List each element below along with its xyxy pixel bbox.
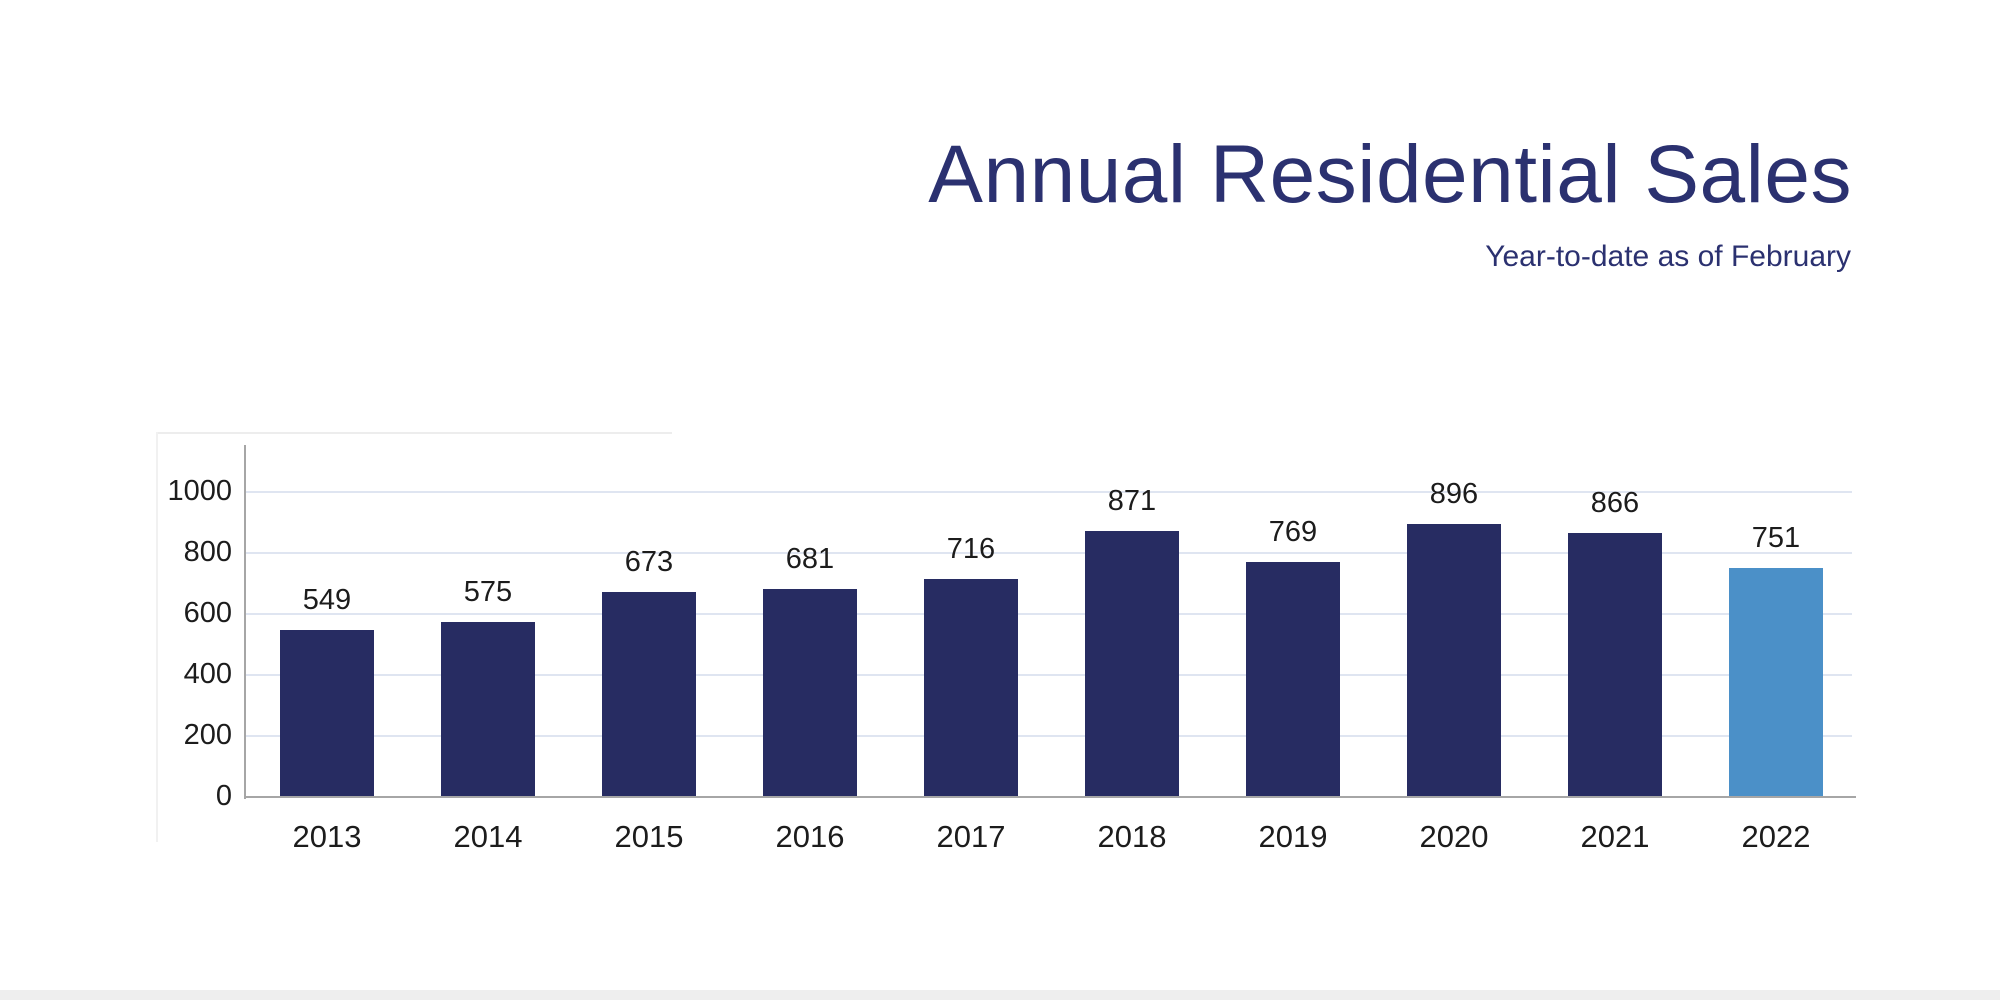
bar-2017 [924,579,1018,797]
bar-value-2017: 716 [946,533,996,565]
gridline-600 [246,613,1852,615]
gridline-200 [246,735,1852,737]
bar-value-2019: 769 [1268,516,1318,548]
bar-2019 [1246,562,1340,797]
bar-value-2020: 896 [1429,478,1479,510]
bar-value-2015: 673 [624,546,674,578]
x-axis-label-2021: 2021 [1580,819,1650,854]
bar-2016 [763,589,857,797]
x-axis-label-2020: 2020 [1419,819,1489,854]
bar-value-2013: 549 [302,584,352,616]
bar-2022 [1729,568,1823,797]
bar-value-2022: 751 [1751,522,1801,554]
bar-2020 [1407,524,1501,797]
bar-2014 [441,622,535,797]
x-axis-label-2016: 2016 [775,819,845,854]
gridline-800 [246,552,1852,554]
bar-2013 [280,630,374,797]
y-axis-tick-800: 800 [183,536,232,568]
bar-2021 [1568,533,1662,797]
y-axis-tick-0: 0 [215,780,232,812]
y-axis-tick-1000: 1000 [167,475,232,507]
bar-2018 [1085,531,1179,797]
x-axis-label-2015: 2015 [614,819,684,854]
card-edge-top [156,432,672,434]
bottom-strip [0,990,2000,1000]
bar-value-2014: 575 [463,576,513,608]
bar-value-2021: 866 [1590,487,1640,519]
card-edge-left [156,432,158,842]
y-axis-tick-600: 600 [183,597,232,629]
y-axis-line [244,445,246,799]
gridline-400 [246,674,1852,676]
bar-value-2016: 681 [785,543,835,575]
chart-title: Annual Residential Sales [928,129,1852,220]
gridline-1000 [246,491,1852,493]
x-axis-label-2013: 2013 [292,819,362,854]
x-axis-label-2017: 2017 [936,819,1006,854]
y-axis-tick-400: 400 [183,658,232,690]
bar-2015 [602,592,696,797]
x-axis-label-2022: 2022 [1741,819,1811,854]
x-axis-label-2019: 2019 [1258,819,1328,854]
bar-value-2018: 871 [1107,485,1157,517]
chart-subtitle: Year-to-date as of February [1485,240,1851,273]
x-axis-baseline [246,796,1856,798]
y-axis-tick-200: 200 [183,719,232,751]
x-axis-label-2018: 2018 [1097,819,1167,854]
x-axis-label-2014: 2014 [453,819,523,854]
